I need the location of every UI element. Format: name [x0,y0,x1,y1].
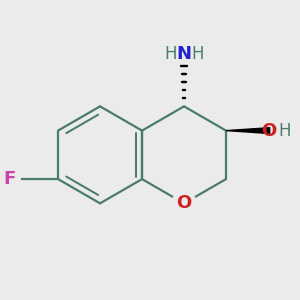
Text: H: H [278,122,290,140]
Text: N: N [176,45,191,63]
Circle shape [256,117,283,144]
Circle shape [0,168,20,190]
Text: O: O [261,122,276,140]
Text: H: H [191,45,204,63]
Circle shape [172,191,196,215]
Text: H: H [164,45,177,63]
Text: F: F [3,170,16,188]
Text: O: O [176,194,192,212]
Polygon shape [226,128,270,134]
